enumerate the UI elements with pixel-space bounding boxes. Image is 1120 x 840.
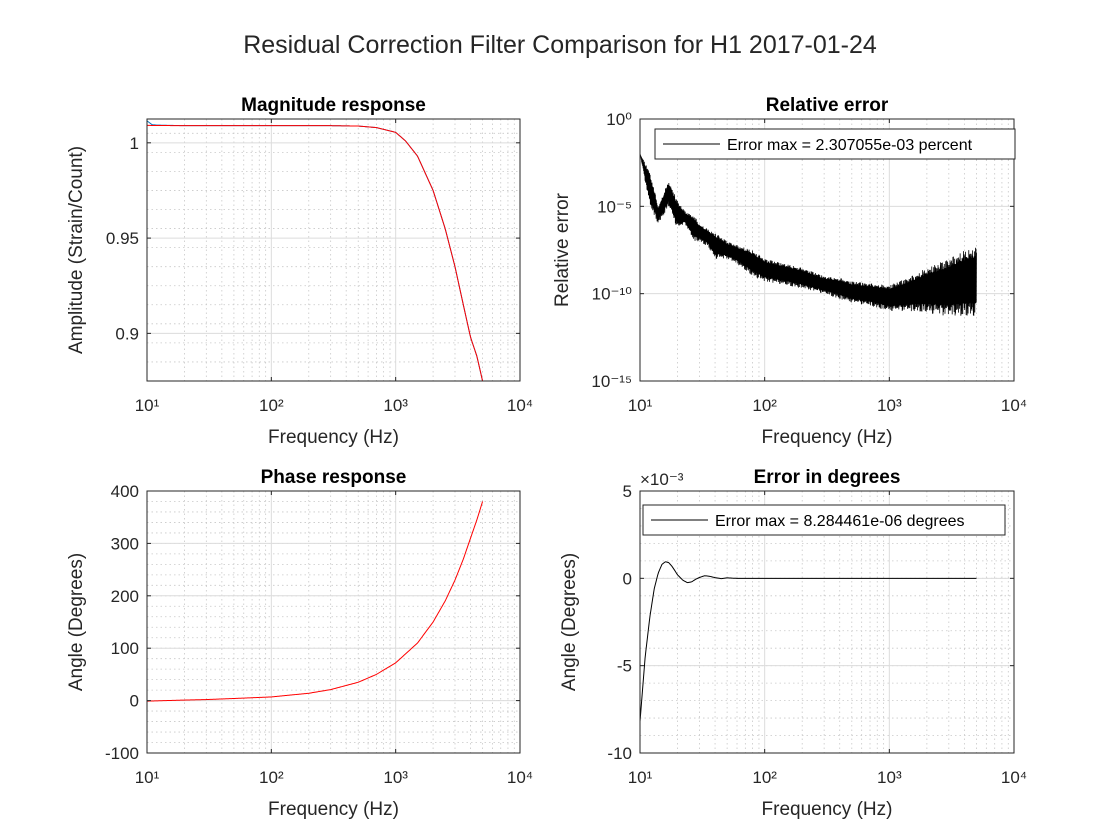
y-tick-label: 1	[130, 134, 139, 153]
x-tick-label: 10⁴	[1001, 396, 1027, 415]
y-tick-label: 100	[111, 639, 139, 658]
y-tick-label: 400	[111, 482, 139, 501]
x-tick-label: 10³	[877, 768, 902, 787]
x-tick-label: 10²	[259, 768, 284, 787]
subplot-4: 10¹ 10² 10³ 10⁴ -10 -5 0 5 ×10⁻³ Error in degrees…	[559, 467, 1027, 820]
y-exponent-label: ×10⁻³	[640, 470, 684, 489]
x-axis-label: Frequency (Hz)	[268, 799, 399, 820]
x-tick-label: 10²	[752, 396, 777, 415]
y-tick-label: -10	[607, 744, 632, 763]
y-tick-label: -5	[617, 657, 632, 676]
x-tick-label: 10⁴	[507, 396, 533, 415]
x-tick-label: 10³	[383, 768, 408, 787]
series-line	[147, 124, 484, 381]
series-line	[640, 561, 977, 722]
x-axis-label: Frequency (Hz)	[762, 799, 893, 820]
y-axis-label: Angle (Degrees)	[559, 553, 580, 691]
legend-entry: Error max = 8.284461e-06 degrees	[715, 513, 964, 530]
series-line	[640, 153, 977, 316]
y-tick-label: 0.9	[115, 324, 139, 343]
axes-box	[639, 118, 1015, 382]
axes-box	[146, 490, 521, 754]
subplot-title: Phase response	[261, 467, 407, 488]
x-tick-label: 10⁴	[507, 768, 533, 787]
x-axis-label: Frequency (Hz)	[268, 427, 399, 448]
grid	[146, 490, 521, 754]
y-tick-label: 10⁻¹⁵	[591, 372, 632, 391]
y-tick-label: 200	[111, 587, 139, 606]
x-tick-label: 10¹	[135, 768, 160, 787]
x-tick-label: 10³	[877, 396, 902, 415]
x-tick-label: 10³	[383, 396, 408, 415]
legend: Error max = 2.307055e-03 percent	[654, 128, 1016, 160]
subplot-title: Relative error	[766, 95, 889, 116]
x-tick-label: 10¹	[628, 768, 653, 787]
x-tick-label: 10⁴	[1001, 768, 1027, 787]
legend: Error max = 8.284461e-06 degrees	[642, 504, 1006, 536]
x-tick-label: 10²	[752, 768, 777, 787]
x-tick-label: 10¹	[628, 396, 653, 415]
subplot-1: 10¹ 10² 10³ 10⁴ 0.9 0.95 1 Magnitude response Fr…	[66, 95, 533, 448]
y-tick-label: 300	[111, 534, 139, 553]
series-line	[147, 501, 484, 702]
x-tick-label: 10¹	[135, 396, 160, 415]
y-axis-label: Amplitude (Strain/Count)	[66, 146, 87, 354]
y-tick-label: 5	[623, 482, 632, 501]
y-tick-label: 0.95	[106, 229, 139, 248]
y-tick-label: 0	[623, 569, 632, 588]
figure-title: Residual Correction Filter Comparison fo…	[243, 31, 877, 59]
y-tick-label: 0	[130, 692, 139, 711]
plot-area	[147, 491, 520, 753]
plot-area	[147, 119, 520, 381]
subplot-3: 10¹ 10² 10³ 10⁴ -100 0 100 200 300 400 Phase respo…	[66, 467, 533, 820]
y-tick-label: 10⁰	[606, 110, 632, 129]
axes-box	[639, 490, 1015, 754]
subplot-2: 10¹ 10² 10³ 10⁴ 10⁻¹⁵ 10⁻¹⁰ 10⁻⁵ 10⁰ Relative er…	[552, 95, 1027, 448]
y-tick-label: -100	[105, 744, 139, 763]
y-tick-label: 10⁻⁵	[597, 197, 632, 216]
legend-box	[642, 504, 1006, 536]
y-tick-label: 10⁻¹⁰	[592, 285, 633, 304]
x-axis-label: Frequency (Hz)	[762, 427, 893, 448]
x-tick-label: 10²	[259, 396, 284, 415]
y-axis-label: Relative error	[552, 192, 573, 307]
axes-box	[146, 118, 521, 382]
y-axis-label: Angle (Degrees)	[66, 553, 87, 691]
plot-area	[640, 119, 1014, 381]
legend-entry: Error max = 2.307055e-03 percent	[727, 137, 973, 154]
subplot-title: Magnitude response	[241, 95, 426, 116]
subplot-title: Error in degrees	[754, 467, 901, 488]
